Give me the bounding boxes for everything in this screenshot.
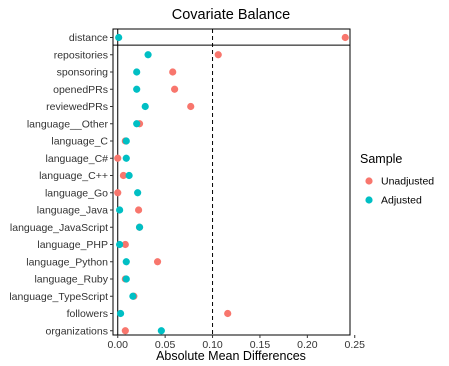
x-tick-label: 0.05 bbox=[155, 339, 176, 351]
y-tick-label: language_PHP bbox=[37, 239, 108, 251]
plot-panel bbox=[112, 28, 351, 336]
chart-title: Covariate Balance bbox=[172, 7, 291, 23]
y-tick-label: language_Ruby bbox=[34, 274, 108, 286]
y-tick-label: organizations bbox=[46, 325, 108, 337]
point-adjusted bbox=[157, 327, 165, 335]
point-adjusted bbox=[116, 206, 124, 214]
point-unadjusted bbox=[169, 68, 177, 76]
panel-border bbox=[112, 28, 351, 336]
point-unadjusted bbox=[341, 33, 349, 42]
x-axis-title: Absolute Mean Differences bbox=[156, 349, 306, 363]
point-adjusted bbox=[134, 189, 142, 197]
y-tick-label: sponsoring bbox=[57, 67, 109, 79]
y-tick-label: repositories bbox=[54, 49, 108, 61]
series-adjusted bbox=[115, 33, 165, 335]
point-unadjusted bbox=[114, 189, 122, 197]
point-unadjusted bbox=[114, 154, 122, 162]
point-adjusted bbox=[115, 33, 123, 42]
x-tick-label: 0.25 bbox=[345, 339, 366, 351]
y-tick-label: language__Other bbox=[27, 118, 109, 130]
point-unadjusted bbox=[214, 51, 222, 59]
x-tick-label: 0.00 bbox=[108, 339, 129, 351]
point-adjusted bbox=[125, 171, 133, 180]
x-axis: 0.00 0.05 0.10 0.15 0.20 0.25 bbox=[108, 335, 366, 351]
y-tick-label: language_Go bbox=[45, 187, 108, 199]
y-tick-label: language_C bbox=[51, 136, 108, 148]
point-adjusted bbox=[129, 292, 137, 300]
point-adjusted bbox=[116, 240, 124, 249]
y-tick-label: language_JavaScript bbox=[10, 222, 108, 234]
y-tick-label: distance bbox=[69, 32, 108, 44]
point-unadjusted bbox=[121, 327, 129, 335]
point-adjusted bbox=[122, 137, 130, 145]
y-tick-label: followers bbox=[67, 308, 108, 320]
point-adjusted bbox=[133, 85, 141, 93]
legend-label-unadjusted: Unadjusted bbox=[381, 176, 434, 188]
point-unadjusted bbox=[121, 240, 129, 249]
point-adjusted bbox=[133, 68, 141, 76]
legend-key-unadjusted bbox=[365, 177, 373, 185]
point-adjusted bbox=[144, 51, 152, 59]
point-adjusted bbox=[122, 275, 130, 283]
point-unadjusted bbox=[187, 102, 195, 111]
point-adjusted bbox=[116, 309, 125, 318]
x-tick-label: 0.15 bbox=[250, 339, 271, 351]
point-adjusted bbox=[135, 223, 144, 231]
legend-label-adjusted: Adjusted bbox=[381, 195, 422, 207]
x-tick-label: 0.10 bbox=[202, 339, 223, 351]
point-unadjusted bbox=[153, 258, 162, 266]
point-adjusted bbox=[133, 120, 141, 128]
legend-title: Sample bbox=[360, 152, 402, 166]
legend: Sample Unadjusted Adjusted bbox=[360, 152, 434, 207]
legend-key-adjusted bbox=[365, 196, 373, 204]
y-tick-label: reviewedPRs bbox=[46, 101, 108, 113]
point-adjusted bbox=[141, 102, 149, 111]
point-unadjusted bbox=[134, 206, 143, 214]
x-tick-label: 0.20 bbox=[297, 339, 318, 351]
series-unadjusted bbox=[114, 33, 349, 335]
y-tick-label: openedPRs bbox=[53, 84, 108, 96]
y-tick-label: language_Java bbox=[37, 205, 108, 217]
point-adjusted bbox=[122, 258, 130, 266]
point-adjusted bbox=[122, 154, 130, 162]
point-unadjusted bbox=[224, 309, 232, 318]
y-tick-label: language_C# bbox=[46, 153, 109, 165]
point-unadjusted bbox=[119, 171, 128, 180]
y-tick-label: language_TypeScript bbox=[9, 291, 108, 303]
point-unadjusted bbox=[171, 85, 179, 93]
y-tick-label: language_C++ bbox=[39, 170, 108, 182]
y-tick-label: language_Python bbox=[26, 256, 108, 268]
y-axis-labels: distance repositories sponsoring openedPRs r… bbox=[9, 32, 113, 337]
